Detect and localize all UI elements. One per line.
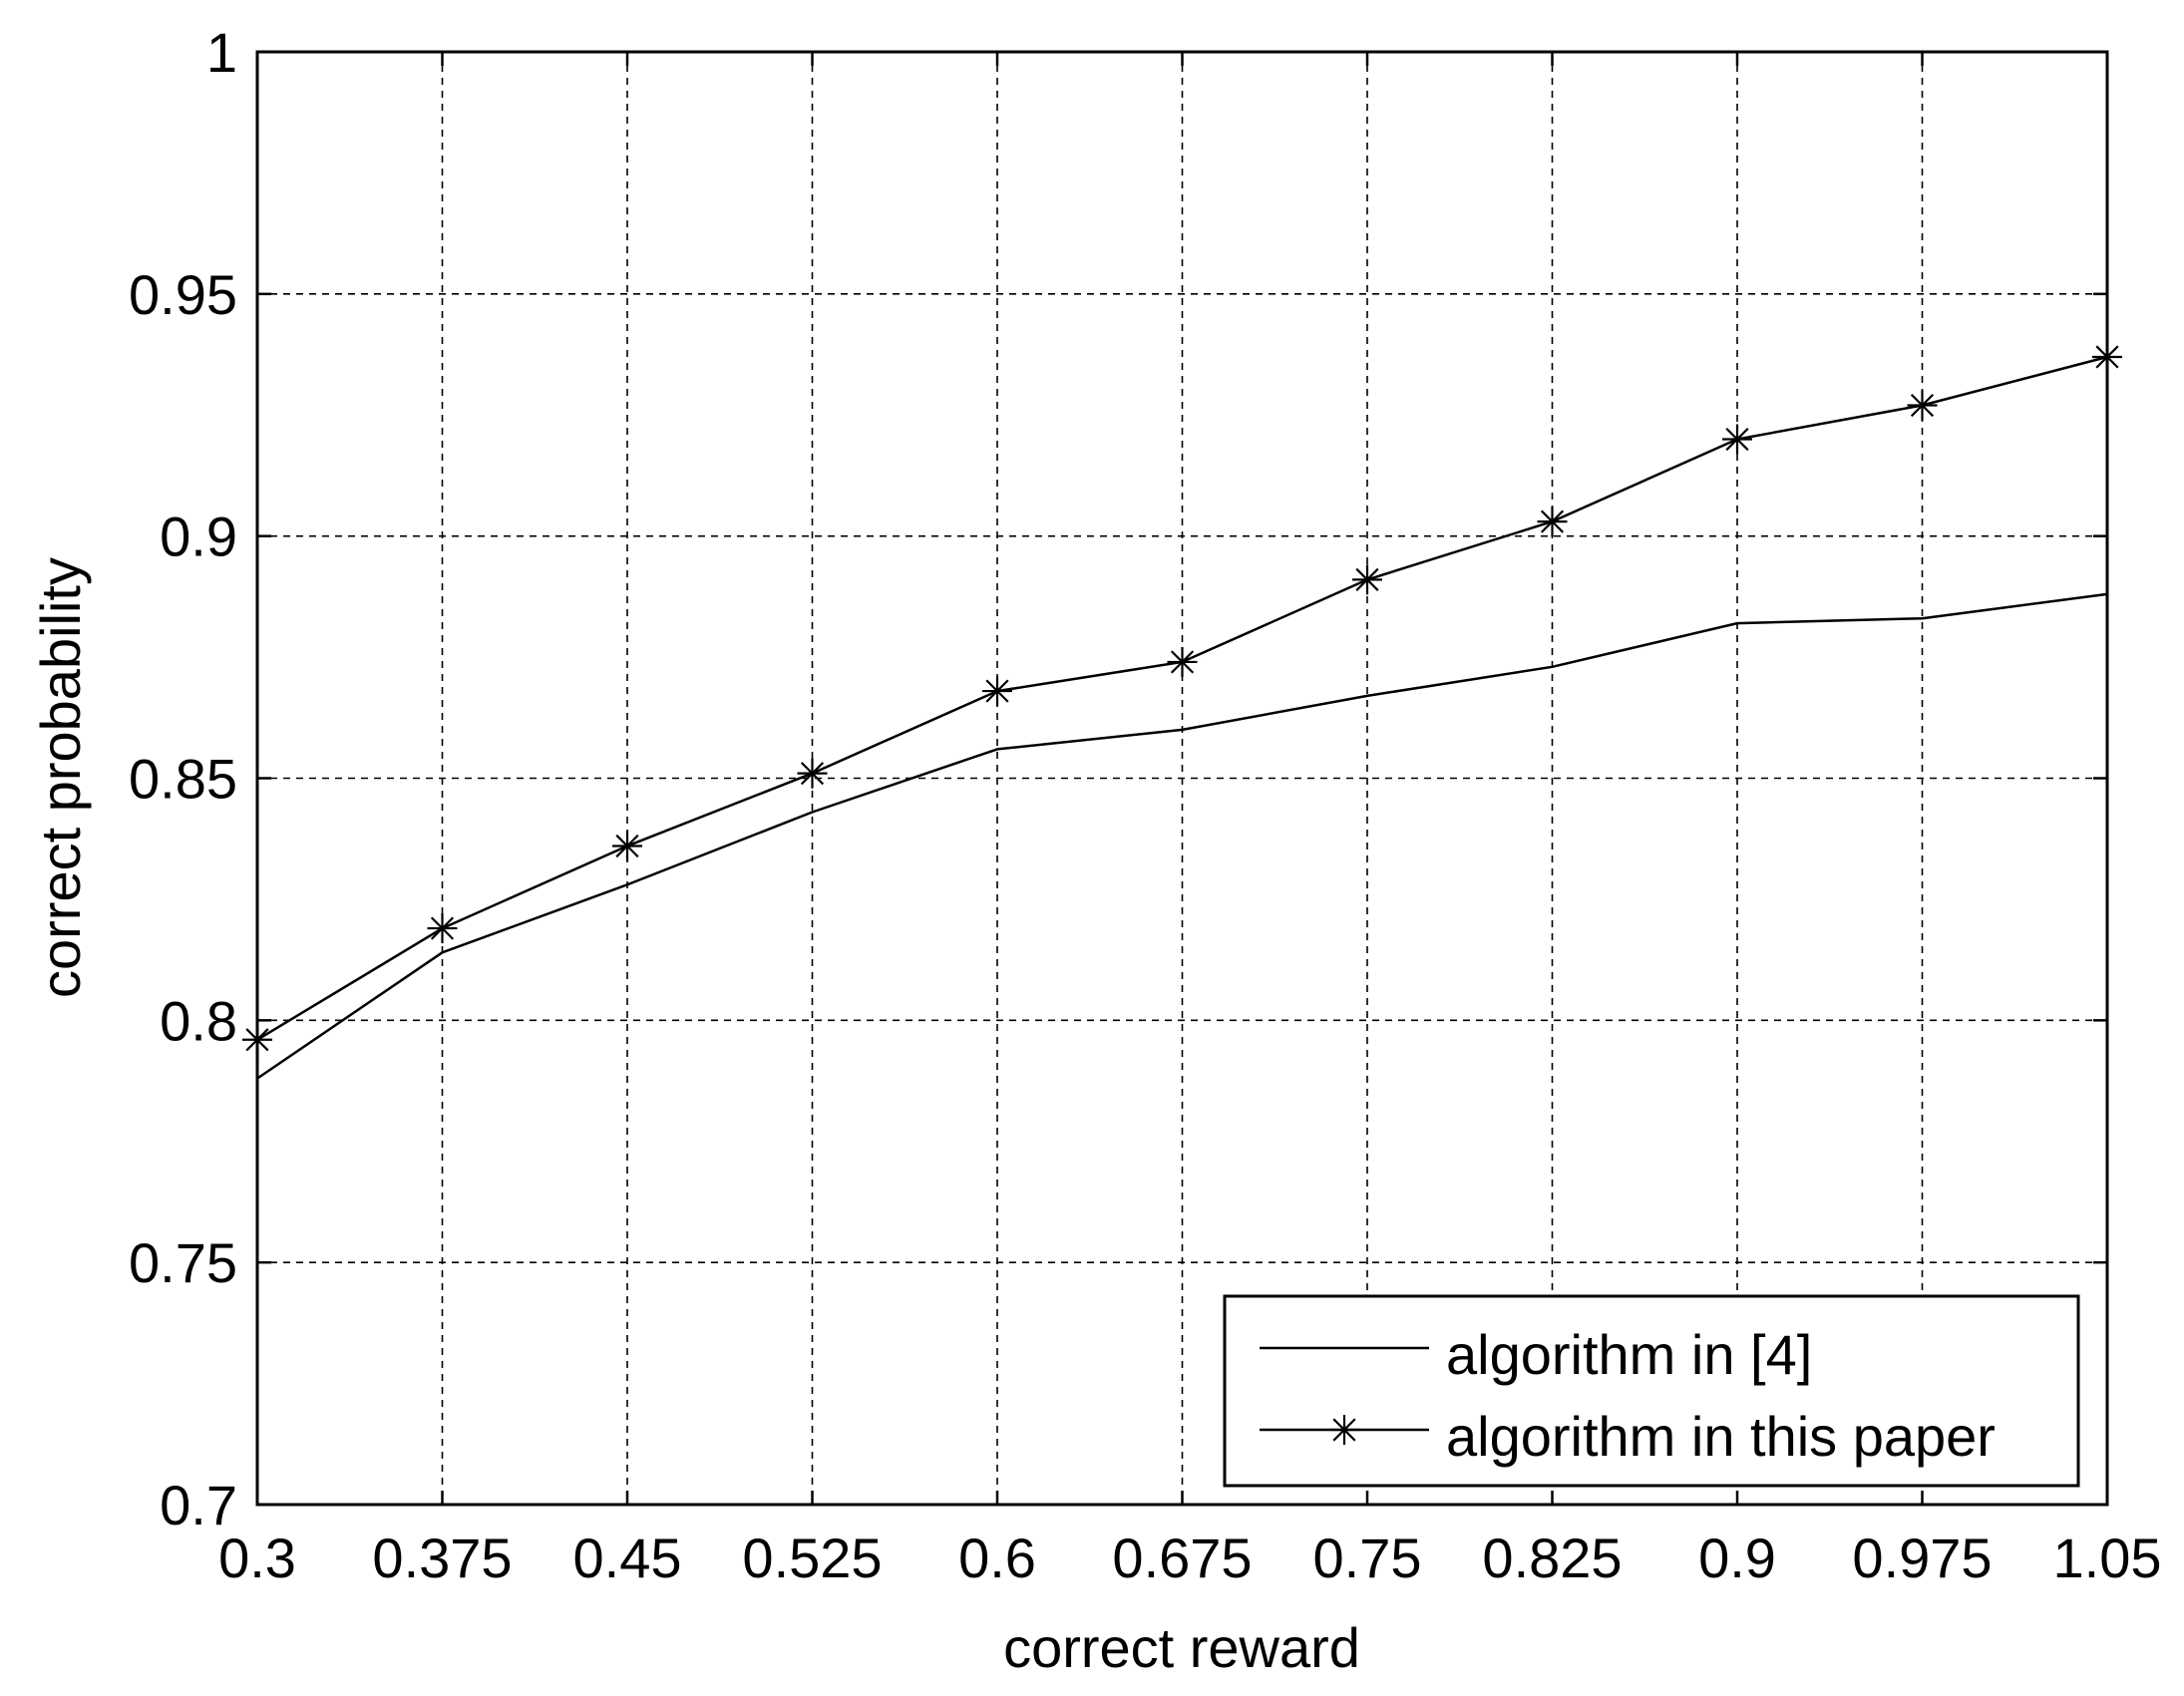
legend-marker-series-2 <box>1329 1415 1359 1445</box>
x-tick-label: 0.375 <box>372 1526 512 1589</box>
data-point-marker <box>797 758 828 789</box>
data-point-marker <box>1167 646 1198 677</box>
x-tick-label: 0.45 <box>573 1526 682 1589</box>
y-tick-label: 0.95 <box>129 263 237 326</box>
data-point-marker <box>427 913 458 944</box>
y-tick-label: 0.9 <box>160 506 237 568</box>
x-tick-label: 1.05 <box>2053 1526 2162 1589</box>
legend-label-series-2: algorithm in this paper <box>1446 1405 1996 1468</box>
x-tick-label: 0.975 <box>1852 1526 1992 1589</box>
y-tick-label: 0.8 <box>160 989 237 1052</box>
y-tick-label: 0.85 <box>129 748 237 811</box>
legend-asterisk-icon <box>1329 1415 1359 1445</box>
ticks <box>255 50 2109 1507</box>
data-point-marker <box>612 831 642 861</box>
y-tick-label: 1 <box>206 21 237 84</box>
series-line-1 <box>256 592 2108 1080</box>
x-tick-label: 0.675 <box>1112 1526 1252 1589</box>
data-point-marker <box>1907 390 1938 421</box>
x-tick-label: 0.3 <box>218 1526 296 1589</box>
data-point-marker <box>982 676 1012 707</box>
x-tick-label: 0.525 <box>742 1526 882 1589</box>
x-tick-label: 0.825 <box>1482 1526 1622 1589</box>
data-point-marker <box>1537 507 1568 537</box>
x-tick-label: 0.9 <box>1698 1526 1776 1589</box>
y-tick-label: 0.7 <box>160 1474 237 1536</box>
legend-label-series-1: algorithm in [4] <box>1446 1323 1812 1386</box>
y-tick-label: 0.75 <box>129 1231 237 1294</box>
x-tick-label: 0.75 <box>1313 1526 1422 1589</box>
legend: algorithm in [4] algorithm in this paper <box>1223 1294 2080 1488</box>
data-point-marker <box>1352 564 1382 595</box>
x-axis-label: correct reward <box>1003 1616 1360 1679</box>
legend-box <box>1223 1294 2080 1488</box>
y-axis-label: correct probability <box>29 557 92 998</box>
data-point-marker <box>1722 424 1752 455</box>
x-tick-label: 0.6 <box>958 1526 1036 1589</box>
tick-labels: 0.3 0.375 0.45 0.525 0.6 0.675 0.75 0.825 0.9 0.9… <box>129 21 2162 1589</box>
series-group <box>242 341 2122 1080</box>
